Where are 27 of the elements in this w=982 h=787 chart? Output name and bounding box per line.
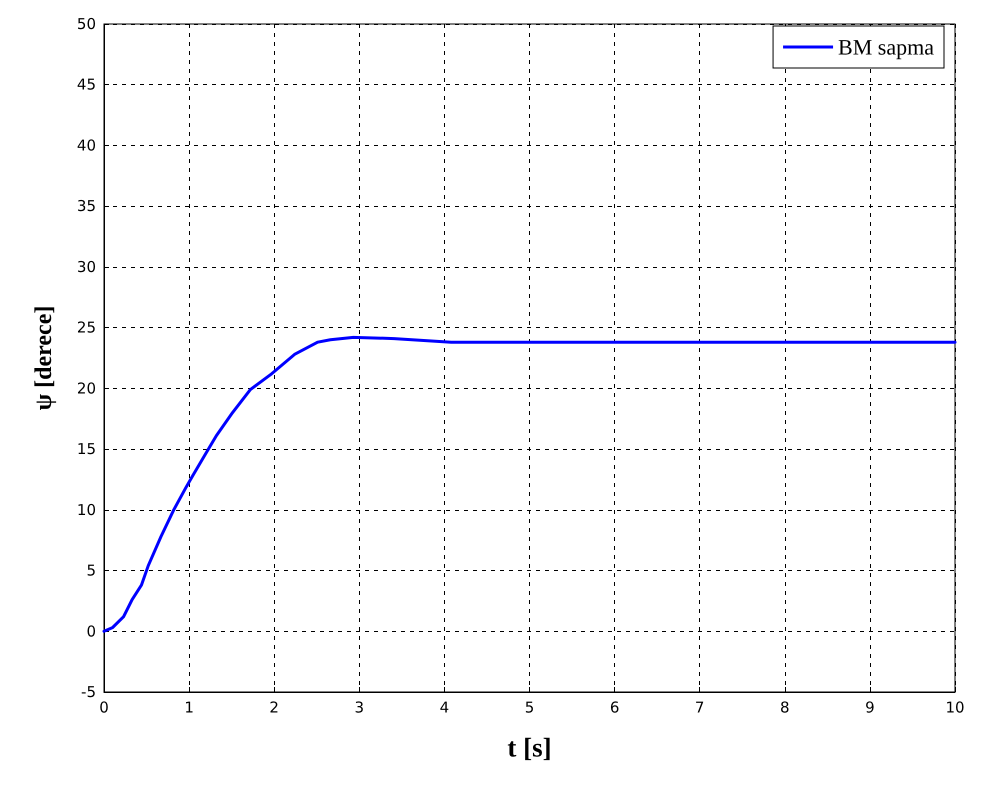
y-tick-label: 30 bbox=[76, 258, 96, 276]
x-tick-label: 7 bbox=[694, 698, 704, 716]
x-tick-label: 9 bbox=[865, 698, 875, 716]
y-tick-label: 45 bbox=[76, 76, 96, 94]
y-axis-title: ψ [derece] bbox=[31, 306, 57, 410]
x-tick-label: 4 bbox=[440, 698, 450, 716]
x-tick-label: 6 bbox=[610, 698, 620, 716]
y-tick-label: 35 bbox=[76, 197, 96, 216]
x-tick-label: 5 bbox=[524, 698, 534, 716]
x-tick-label: 0 bbox=[99, 698, 109, 716]
y-tick-label: 50 bbox=[76, 15, 96, 33]
y-tick-label: 25 bbox=[76, 318, 96, 337]
y-tick-label: 20 bbox=[76, 379, 96, 398]
x-tick-label: 10 bbox=[945, 698, 965, 716]
line-series bbox=[102, 336, 956, 633]
y-tick-label: 15 bbox=[76, 440, 96, 458]
x-tick-label: 3 bbox=[354, 698, 364, 716]
x-axis-title: t [s] bbox=[507, 732, 552, 762]
y-tick-label: 10 bbox=[76, 500, 96, 519]
y-tick-label: 0 bbox=[86, 622, 96, 640]
x-tick-label: 8 bbox=[780, 698, 790, 716]
y-tick-label: 5 bbox=[86, 562, 96, 580]
y-tick-label: 40 bbox=[76, 136, 96, 154]
x-tick-label: 2 bbox=[269, 698, 279, 716]
y-tick-label: -5 bbox=[81, 683, 96, 701]
x-tick-label: 1 bbox=[184, 698, 194, 716]
legend-label: BM sapma bbox=[838, 34, 934, 60]
